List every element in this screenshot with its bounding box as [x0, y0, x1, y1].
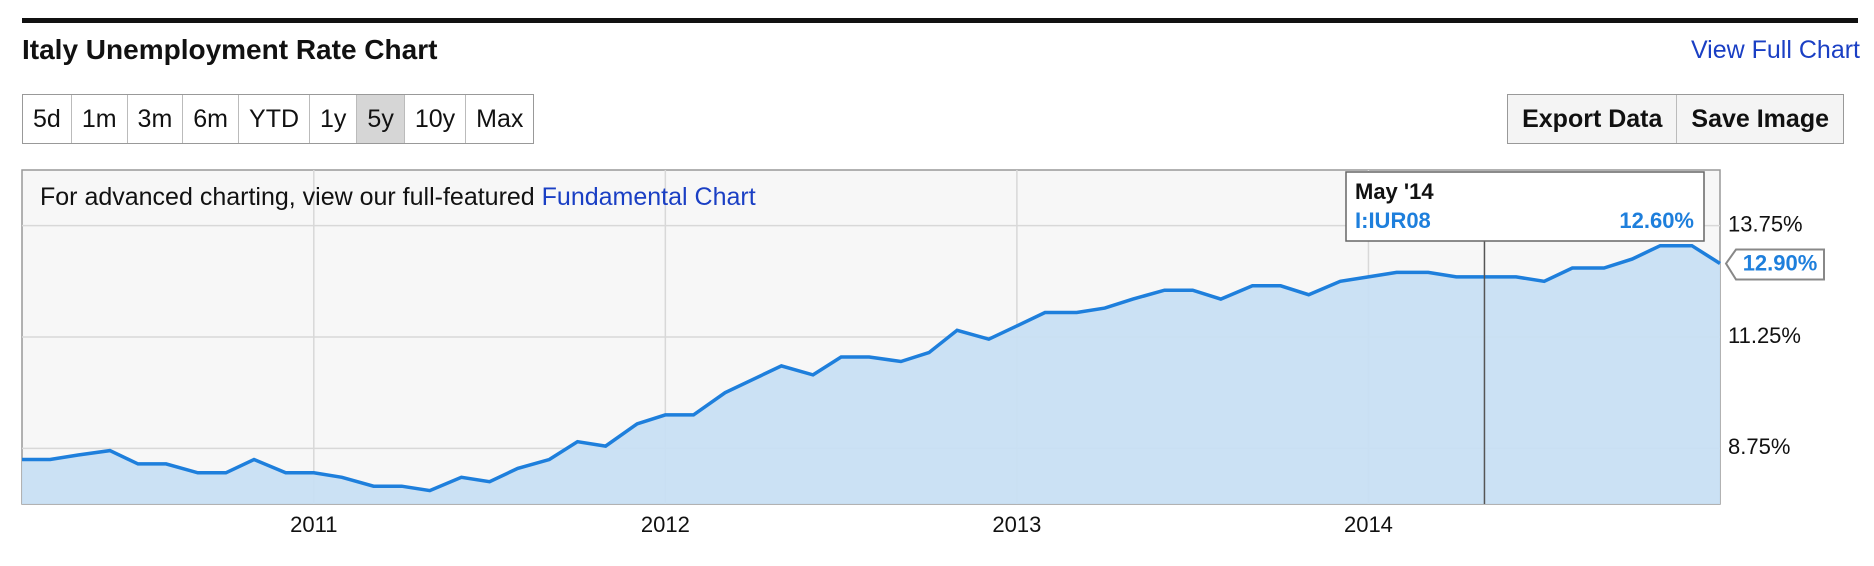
range-button[interactable]: 1y	[310, 95, 358, 143]
range-buttons: 5d 1m 3m 6m YTD 1y 5y 10y Max	[22, 94, 535, 144]
tooltip-box	[1345, 171, 1705, 242]
chart-note: For advanced charting, view our full-fea…	[40, 183, 756, 211]
tooltip-date: May '14	[1355, 179, 1434, 204]
page-title: Italy Unemployment Rate Chart	[22, 34, 438, 65]
range-button[interactable]: YTD	[239, 95, 311, 143]
note-text: For advanced charting, view our full-fea…	[40, 183, 535, 211]
y-tick-label: 8.75%	[1728, 434, 1790, 459]
x-tick-label: 2012	[641, 512, 690, 537]
x-tick-label: 2011	[290, 512, 337, 537]
note-link: Fundamental Chart	[542, 183, 756, 211]
range-button[interactable]: 5y	[357, 95, 405, 143]
range-button[interactable]: Max	[466, 95, 534, 143]
area	[22, 245, 1720, 504]
tooltip-series: I:IUR08	[1355, 208, 1431, 233]
range-button[interactable]: 6m	[183, 95, 240, 143]
action-buttons: Export Data Save Image	[1507, 94, 1844, 144]
range-button[interactable]: 10y	[404, 95, 467, 143]
y-tick-label: 13.75%	[1728, 211, 1803, 236]
line	[22, 243, 1721, 493]
range-button[interactable]: 5d	[23, 95, 72, 143]
full-chart-link[interactable]: View Full Chart	[1690, 36, 1860, 64]
tooltip-value: 12.60%	[1619, 208, 1694, 233]
range-button[interactable]: 3m	[127, 95, 184, 143]
x-tick-label: 2014	[1344, 512, 1393, 537]
action-button[interactable]: Save Image	[1677, 95, 1843, 143]
top-rule	[22, 18, 1858, 23]
action-button[interactable]: Export Data	[1508, 95, 1678, 143]
range-button[interactable]: 1m	[71, 95, 128, 143]
last-value-box	[1724, 248, 1825, 281]
last-value-label: 12.90%	[1743, 250, 1818, 275]
y-tick-label: 11.25%	[1728, 323, 1801, 348]
x-tick-label: 2013	[992, 512, 1041, 537]
